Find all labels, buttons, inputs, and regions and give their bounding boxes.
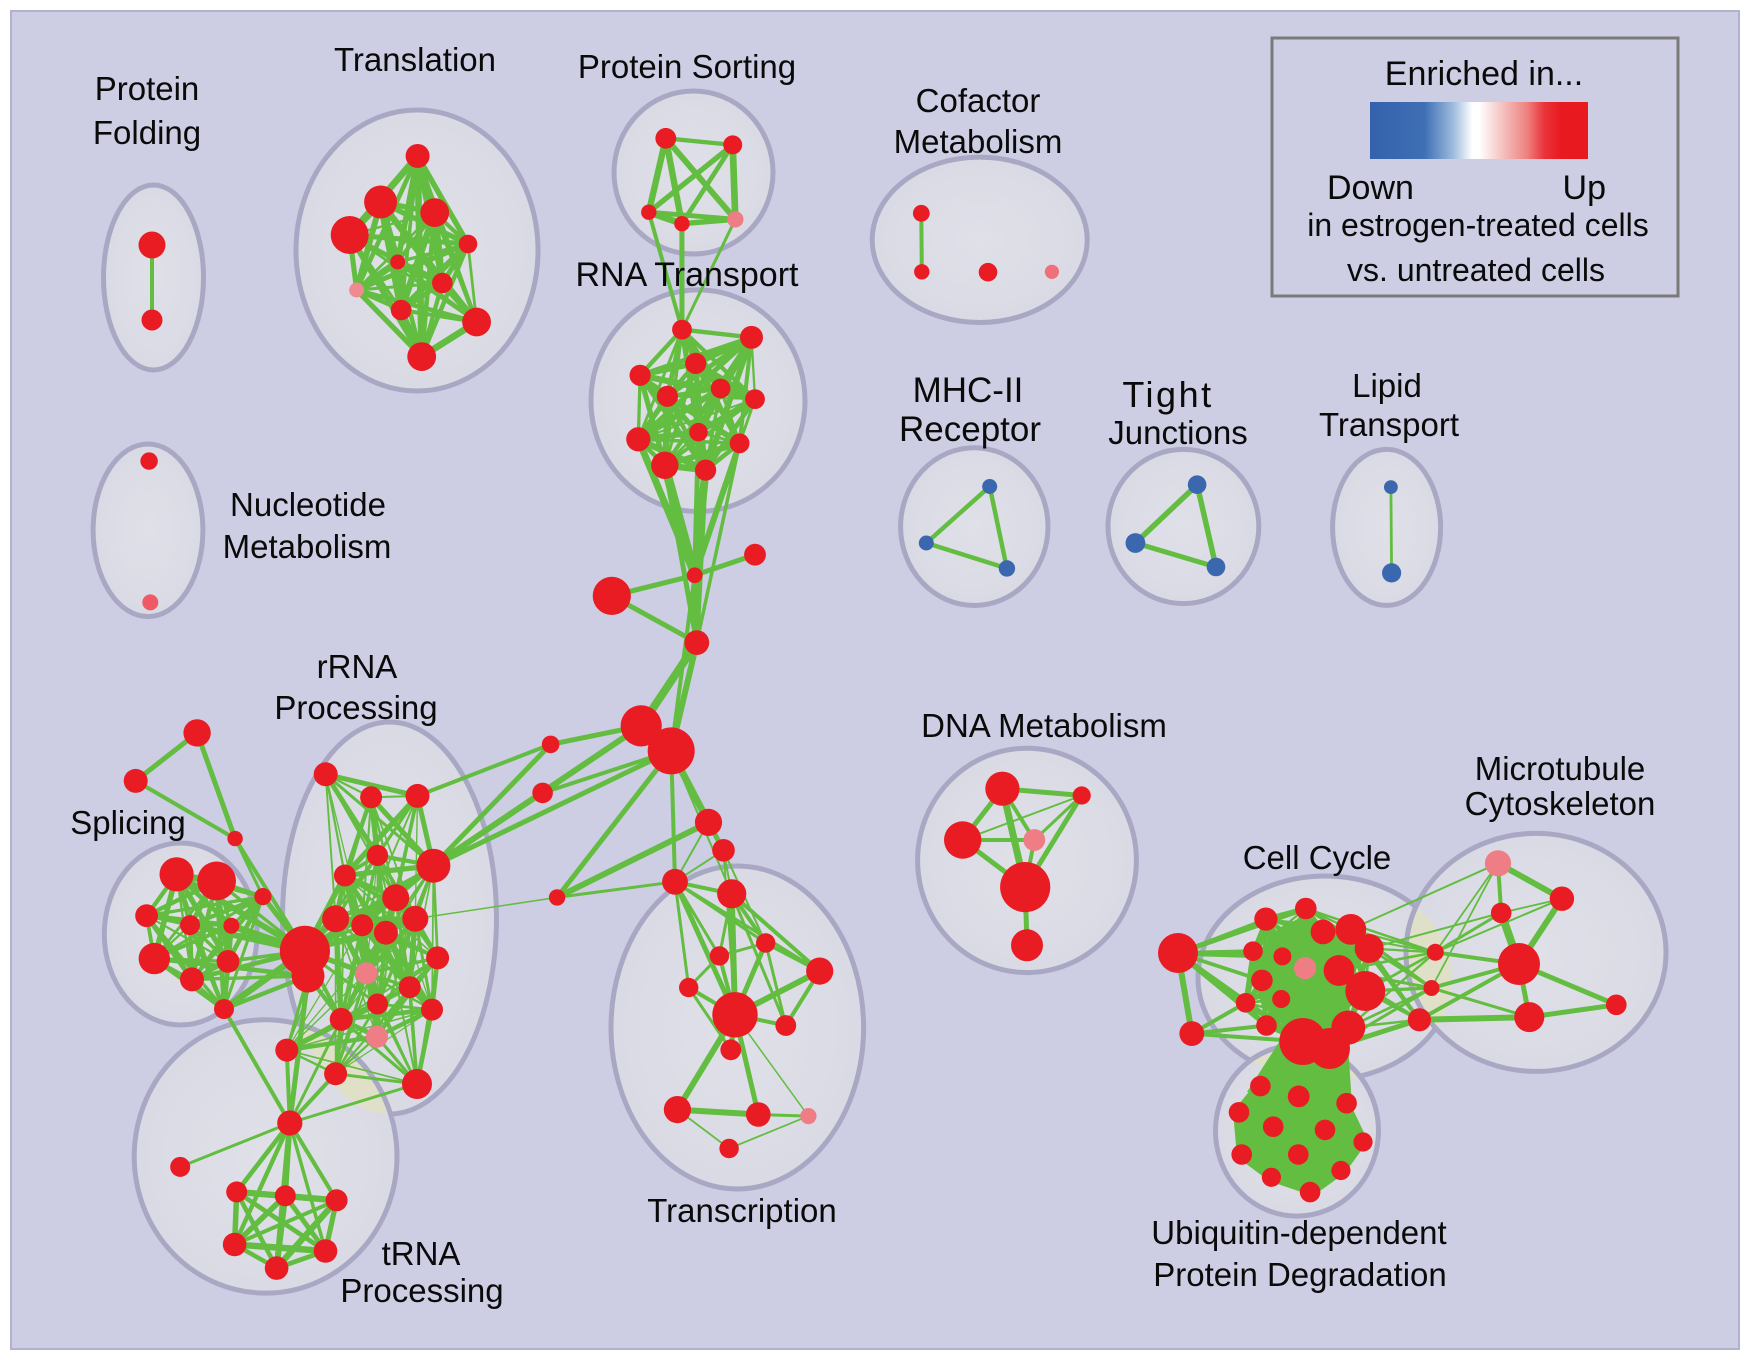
svg-text:Enriched in...: Enriched in... bbox=[1385, 55, 1583, 93]
svg-text:Cell Cycle: Cell Cycle bbox=[1243, 839, 1392, 876]
svg-text:Ubiquitin-dependent: Ubiquitin-dependent bbox=[1151, 1214, 1446, 1251]
svg-text:RNA Transport: RNA Transport bbox=[576, 256, 800, 294]
svg-text:Protein Degradation: Protein Degradation bbox=[1153, 1256, 1447, 1293]
svg-text:Down: Down bbox=[1327, 169, 1414, 207]
svg-text:tRNA: tRNA bbox=[382, 1235, 461, 1272]
svg-text:Protein: Protein bbox=[95, 70, 200, 107]
svg-text:Nucleotide: Nucleotide bbox=[230, 486, 386, 523]
svg-text:Translation: Translation bbox=[334, 41, 496, 78]
svg-text:Transcription: Transcription bbox=[647, 1192, 837, 1229]
svg-text:Junctions: Junctions bbox=[1108, 414, 1247, 451]
svg-text:Receptor: Receptor bbox=[899, 410, 1041, 449]
svg-text:Metabolism: Metabolism bbox=[223, 528, 392, 565]
svg-text:Processing: Processing bbox=[274, 689, 437, 726]
svg-text:MHC-II: MHC-II bbox=[913, 371, 1024, 410]
svg-text:Splicing: Splicing bbox=[70, 804, 186, 841]
svg-text:rRNA: rRNA bbox=[317, 648, 398, 685]
svg-text:vs. untreated cells: vs. untreated cells bbox=[1347, 252, 1605, 288]
svg-text:Metabolism: Metabolism bbox=[894, 123, 1063, 160]
svg-text:DNA Metabolism: DNA Metabolism bbox=[921, 707, 1167, 744]
svg-text:Up: Up bbox=[1563, 169, 1606, 207]
svg-text:Tight: Tight bbox=[1122, 374, 1213, 415]
svg-text:Lipid: Lipid bbox=[1352, 367, 1422, 404]
svg-text:Folding: Folding bbox=[93, 114, 201, 151]
svg-text:Cofactor: Cofactor bbox=[916, 82, 1041, 119]
svg-text:in estrogen-treated cells: in estrogen-treated cells bbox=[1307, 207, 1649, 243]
svg-text:Cytoskeleton: Cytoskeleton bbox=[1465, 785, 1656, 822]
svg-text:Processing: Processing bbox=[340, 1272, 503, 1309]
svg-text:Transport: Transport bbox=[1319, 406, 1459, 443]
svg-text:Protein Sorting: Protein Sorting bbox=[578, 48, 796, 85]
svg-text:Microtubule: Microtubule bbox=[1475, 750, 1646, 787]
